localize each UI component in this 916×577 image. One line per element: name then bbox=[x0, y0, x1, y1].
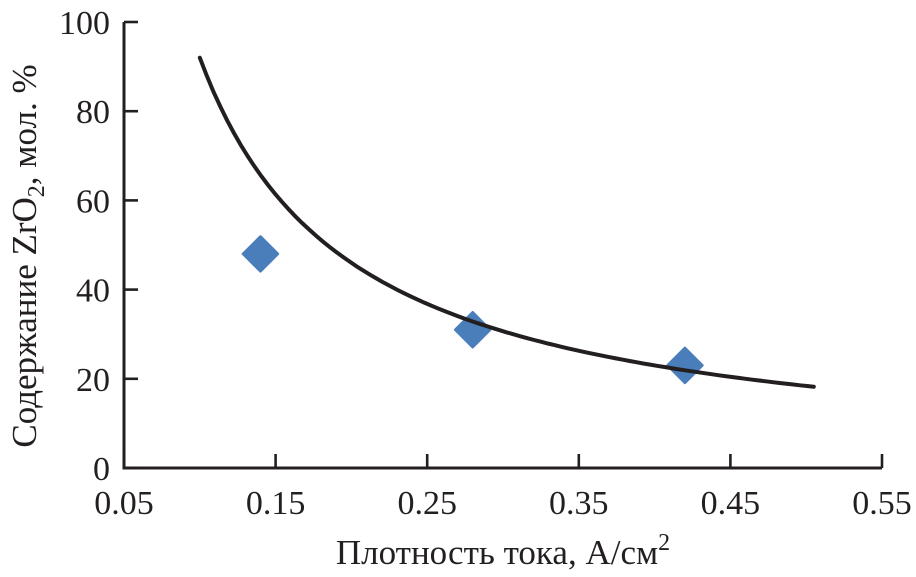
data-point-diamond bbox=[666, 346, 704, 385]
x-tick-label: 0.25 bbox=[397, 485, 457, 522]
y-tick-label: 60 bbox=[76, 183, 110, 220]
x-tick-label: 0.05 bbox=[94, 485, 154, 522]
y-tick-label: 80 bbox=[76, 94, 110, 131]
x-axis-title: Плотность тока, А/см2 bbox=[336, 530, 670, 572]
data-point-diamond bbox=[241, 235, 280, 273]
x-tick-label: 0.45 bbox=[701, 485, 761, 522]
y-axis-title: Содержание ZrO2, мол. % bbox=[5, 64, 50, 447]
x-tick-label: 0.35 bbox=[549, 485, 609, 522]
fit-curve bbox=[197, 55, 816, 389]
y-tick-label: 100 bbox=[59, 5, 110, 42]
y-tick-label: 0 bbox=[93, 451, 110, 488]
y-tick-label: 20 bbox=[76, 362, 110, 399]
x-tick-label: 0.55 bbox=[852, 485, 912, 522]
x-tick-label: 0.15 bbox=[246, 485, 306, 522]
axes-spines bbox=[122, 22, 882, 470]
y-tick-label: 40 bbox=[76, 273, 110, 310]
